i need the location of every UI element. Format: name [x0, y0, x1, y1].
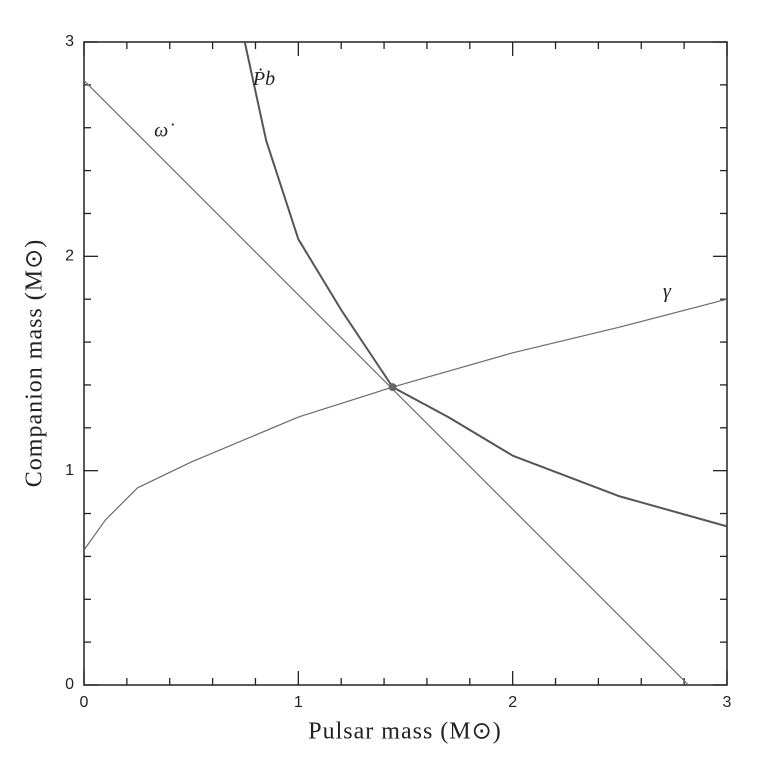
curve [83, 80, 689, 686]
x-tick-label: 3 [723, 694, 732, 711]
curve [83, 298, 728, 551]
curve-label: γ [663, 280, 672, 302]
x-tick-label: 0 [80, 694, 89, 711]
y-tick-label: 0 [65, 676, 74, 693]
y-tick-label: 1 [65, 462, 74, 479]
y-axis-label: Companion mass (M⊙) [22, 239, 48, 487]
curve-label: Ṗb [252, 67, 275, 90]
x-axis-label: Pulsar mass (M⊙) [308, 719, 501, 745]
y-tick-label: 3 [65, 33, 74, 50]
x-tick-label: 2 [508, 694, 517, 711]
x-tick-label: 1 [294, 694, 303, 711]
y-tick-label: 2 [65, 248, 74, 265]
curve-label: ω̇ [154, 120, 174, 142]
intersection-point [388, 383, 397, 392]
curve [243, 41, 728, 528]
plot-frame [83, 41, 728, 686]
